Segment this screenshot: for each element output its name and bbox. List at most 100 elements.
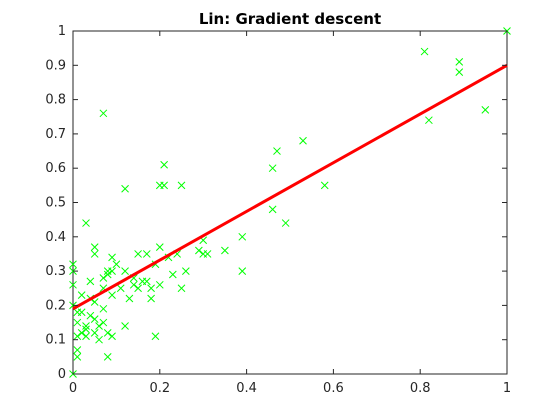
scatter-point bbox=[90, 250, 99, 258]
scatter-point-stroke bbox=[134, 284, 142, 293]
scatter-point-stroke bbox=[90, 250, 99, 258]
scatter-point bbox=[69, 260, 77, 269]
scatter-point-stroke bbox=[77, 328, 86, 337]
scatter-point-stroke bbox=[99, 274, 108, 282]
scatter-point bbox=[82, 325, 90, 334]
scatter-point bbox=[299, 136, 307, 145]
scatter-point bbox=[177, 181, 186, 190]
scatter-point bbox=[86, 311, 95, 320]
scatter-point-stroke bbox=[155, 243, 164, 251]
scatter-point bbox=[125, 294, 134, 303]
scatter-point-stroke bbox=[95, 335, 103, 344]
x-tick-label: 0.2 bbox=[149, 381, 170, 396]
scatter-point bbox=[116, 284, 125, 293]
scatter-point bbox=[177, 284, 186, 293]
scatter-point bbox=[99, 318, 108, 327]
scatter-point bbox=[82, 332, 90, 341]
scatter-point-stroke bbox=[73, 346, 82, 354]
scatter-point bbox=[155, 280, 164, 289]
scatter-point bbox=[90, 328, 99, 337]
scatter-point bbox=[147, 294, 155, 303]
y-tick-label: 0.6 bbox=[45, 161, 66, 176]
scatter-point-stroke bbox=[69, 260, 77, 269]
scatter-point-stroke bbox=[86, 311, 95, 320]
scatter-point-stroke bbox=[181, 267, 190, 275]
scatter-point-stroke bbox=[108, 291, 116, 299]
scatter-point-stroke bbox=[103, 328, 112, 337]
scatter-point-stroke bbox=[121, 184, 129, 193]
scatter-point bbox=[134, 250, 142, 258]
y-tick-label: 0.2 bbox=[45, 298, 66, 313]
scatter-point bbox=[73, 318, 82, 327]
scatter-point-stroke bbox=[90, 243, 99, 251]
scatter-point-stroke bbox=[99, 304, 108, 313]
fit-line bbox=[72, 63, 508, 311]
scatter-point bbox=[168, 270, 177, 279]
scatter-point bbox=[112, 260, 121, 269]
y-tick-label: 0.8 bbox=[45, 93, 66, 108]
scatter-point bbox=[86, 277, 95, 286]
y-tick-label: 0 bbox=[58, 367, 66, 382]
scatter-point-stroke bbox=[73, 332, 82, 341]
x-tick-label: 0.8 bbox=[410, 381, 431, 396]
scatter-point bbox=[455, 58, 464, 66]
scatter-point bbox=[108, 332, 116, 341]
scatter-point-stroke bbox=[129, 274, 138, 282]
scatter-point bbox=[160, 160, 168, 169]
scatter-point-stroke bbox=[108, 267, 116, 275]
scatter-point bbox=[195, 246, 203, 255]
scatter-point-stroke bbox=[142, 277, 151, 286]
scatter-point bbox=[99, 274, 108, 282]
y-tick-label: 0.9 bbox=[45, 58, 66, 73]
scatter-point-stroke bbox=[99, 284, 108, 293]
scatter-point bbox=[73, 332, 82, 341]
scatter-point-stroke bbox=[73, 318, 82, 327]
scatter-point-stroke bbox=[99, 318, 108, 327]
scatter-point bbox=[151, 332, 160, 341]
scatter-point bbox=[77, 328, 86, 337]
scatter-point bbox=[99, 109, 108, 118]
scatter-point bbox=[420, 47, 429, 56]
scatter-point-stroke bbox=[151, 332, 160, 341]
scatter-point bbox=[73, 346, 82, 354]
scatter-point-stroke bbox=[273, 147, 281, 155]
scatter-point bbox=[320, 181, 329, 190]
scatter-point bbox=[425, 116, 433, 125]
scatter-point-stroke bbox=[177, 284, 186, 293]
scatter-point-stroke bbox=[90, 315, 99, 323]
scatter-point-stroke bbox=[281, 219, 290, 227]
x-tick-label: 1 bbox=[503, 381, 511, 396]
scatter-point bbox=[268, 164, 277, 173]
scatter-point bbox=[95, 322, 103, 330]
scatter-point-stroke bbox=[90, 328, 99, 337]
chart-title: Lin: Gradient descent bbox=[199, 10, 381, 28]
scatter-point bbox=[142, 250, 151, 258]
x-tick-label: 0 bbox=[69, 381, 77, 396]
scatter-point bbox=[160, 181, 168, 190]
scatter-point-stroke bbox=[82, 332, 90, 341]
scatter-point-stroke bbox=[425, 116, 433, 125]
scatter-point bbox=[103, 270, 112, 279]
scatter-point bbox=[481, 106, 490, 114]
scatter-point bbox=[108, 253, 116, 262]
scatter-point bbox=[281, 219, 290, 227]
scatter-point bbox=[273, 147, 281, 155]
scatter-point bbox=[147, 284, 155, 293]
scatter-point bbox=[129, 280, 138, 289]
scatter-point-stroke bbox=[155, 280, 164, 289]
scatter-point-stroke bbox=[168, 270, 177, 279]
scatter-point-stroke bbox=[455, 58, 464, 66]
scatter-point bbox=[90, 315, 99, 323]
scatter-point-stroke bbox=[481, 106, 490, 114]
scatter-point-stroke bbox=[147, 294, 155, 303]
scatter-point bbox=[108, 267, 116, 275]
scatter-point bbox=[90, 243, 99, 251]
y-tick-label: 1 bbox=[58, 24, 66, 39]
scatter-point bbox=[99, 304, 108, 313]
scatter-point bbox=[108, 291, 116, 299]
scatter-point-stroke bbox=[121, 322, 129, 330]
y-tick-label: 0.7 bbox=[45, 127, 66, 142]
